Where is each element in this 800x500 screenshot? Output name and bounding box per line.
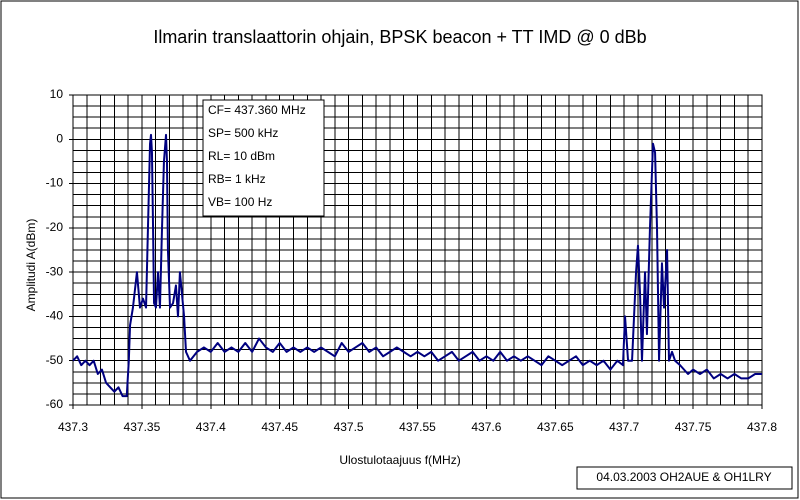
x-tick-label: 437.4	[196, 420, 226, 434]
y-tick-label: -30	[46, 264, 64, 278]
x-tick-label: 437.5	[334, 420, 364, 434]
x-axis-label: Ulostulotaajuus f(MHz)	[339, 453, 460, 467]
y-tick-label: -60	[46, 397, 64, 411]
spectrum-line	[72, 133, 762, 398]
footer-box	[576, 466, 793, 490]
annotation: RL= 10 dBm	[208, 149, 275, 163]
chart-title: Ilmarin translaattorin ohjain, BPSK beac…	[153, 27, 646, 47]
annotation: RB= 1 kHz	[208, 172, 266, 186]
x-tick-label: 437.55	[399, 420, 436, 434]
x-tick-label: 437.65	[537, 420, 574, 434]
y-tick-label: -40	[46, 309, 64, 323]
annotation: SP= 500 kHz	[208, 126, 278, 140]
x-tick-label: 437.3	[58, 420, 88, 434]
x-tick-label: 437.6	[471, 420, 501, 434]
annotation-box	[202, 99, 325, 217]
x-tick-label: 437.35	[124, 420, 161, 434]
y-tick-label: 0	[56, 131, 63, 145]
footer: 04.03.2003 OH2AUE & OH1LRY	[596, 470, 771, 484]
annotation: VB= 100 Hz	[208, 195, 272, 209]
y-tick-label: -20	[46, 220, 64, 234]
x-tick-label: 437.8	[747, 420, 777, 434]
y-axis-label: Amplitudi A(dBm)	[24, 219, 38, 312]
y-tick-label: 10	[50, 87, 64, 101]
x-tick-label: 437.7	[609, 420, 639, 434]
y-tick-label: -10	[46, 176, 64, 190]
x-tick-label: 437.45	[261, 420, 298, 434]
annotation: CF= 437.360 MHz	[208, 103, 306, 117]
x-tick-label: 437.75	[675, 420, 712, 434]
y-tick-label: -50	[46, 353, 64, 367]
